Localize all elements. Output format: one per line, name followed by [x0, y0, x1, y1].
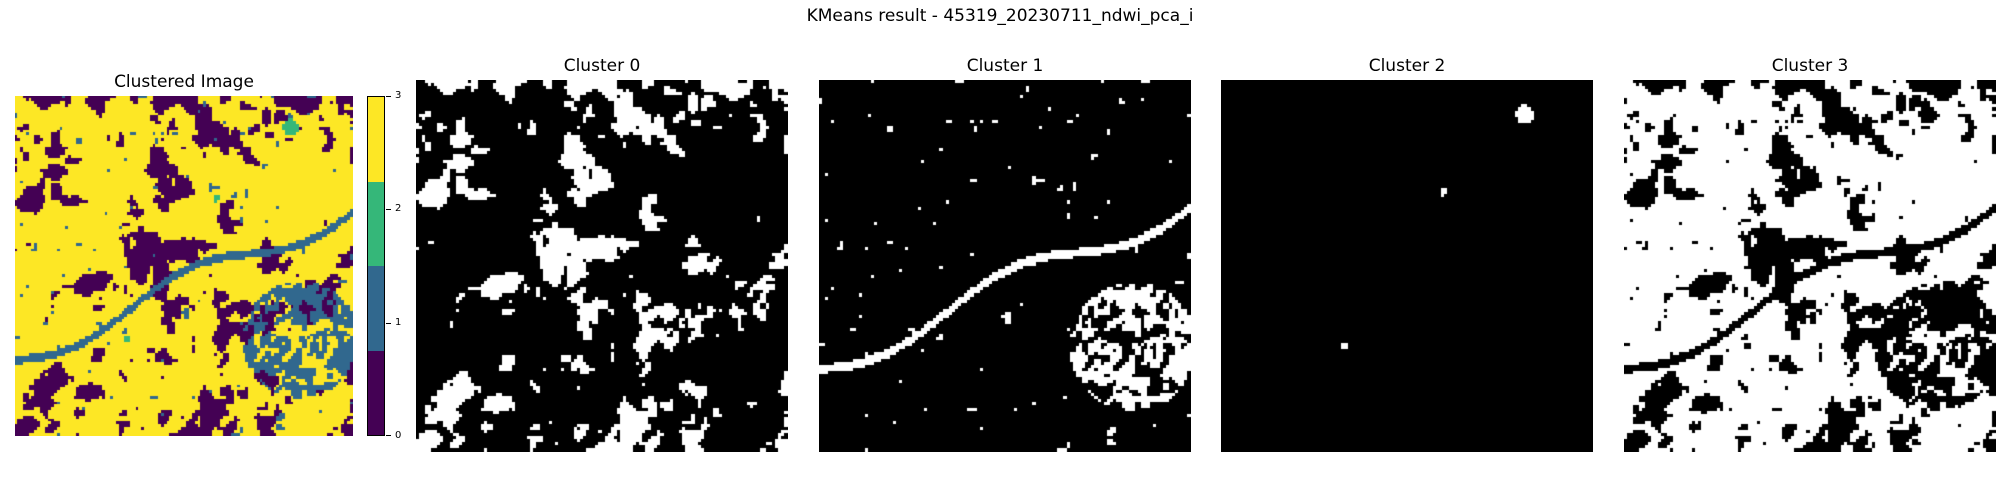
colorbar-label-1: 1	[395, 317, 402, 328]
cluster-0-mask	[416, 80, 788, 452]
panel-title-cluster-2: Cluster 2	[1368, 56, 1446, 76]
colorbar-label-3: 3	[395, 90, 402, 101]
panel-title-cluster-0: Cluster 0	[563, 56, 641, 76]
cluster-1-mask	[819, 80, 1191, 452]
colorbar-band-1	[368, 266, 384, 351]
colorbar-band-0	[368, 350, 384, 435]
panel-title-cluster-3: Cluster 3	[1771, 56, 1849, 76]
colorbar-band-3	[368, 97, 384, 182]
colorbar-tick-0	[386, 435, 391, 436]
colorbar	[367, 96, 385, 436]
colorbar-label-0: 0	[395, 430, 402, 441]
figure-title: KMeans result - 45319_20230711_ndwi_pca_…	[806, 6, 1194, 26]
colorbar-tick-3	[386, 96, 391, 97]
colorbar-label-2: 2	[395, 203, 402, 214]
cluster-3-mask	[1624, 80, 1996, 452]
colorbar-tick-1	[386, 323, 391, 324]
colorbar-tick-2	[386, 209, 391, 210]
colorbar-band-2	[368, 181, 384, 266]
panel-title-clustered: Clustered Image	[114, 72, 254, 92]
clustered-image	[15, 96, 353, 436]
cluster-2-mask	[1221, 80, 1593, 452]
panel-title-cluster-1: Cluster 1	[966, 56, 1044, 76]
